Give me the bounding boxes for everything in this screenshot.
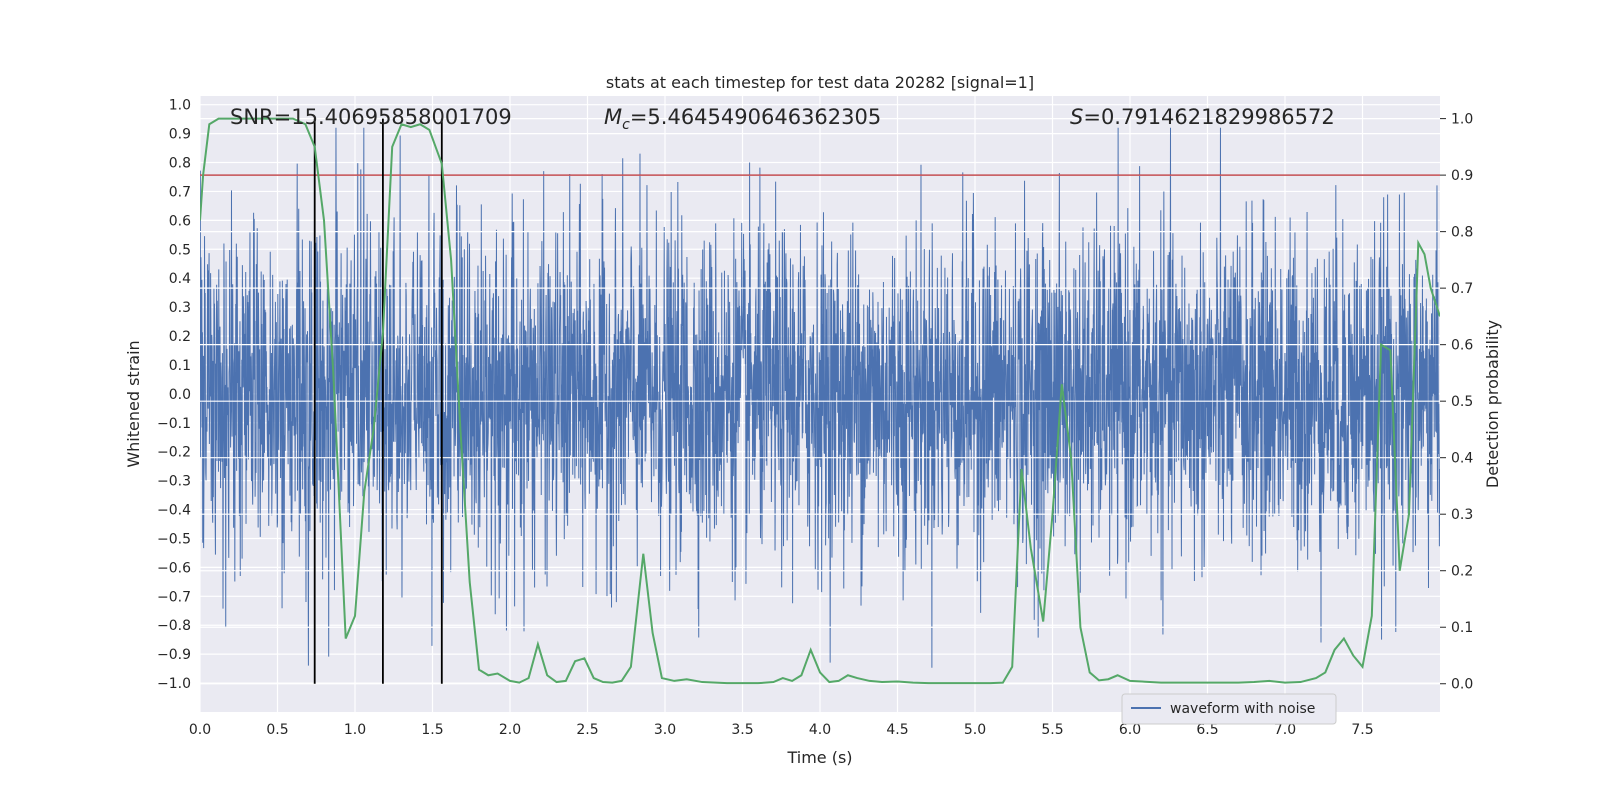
legend-label: waveform with noise xyxy=(1170,701,1315,717)
chirp-mass-symbol: M xyxy=(604,105,622,129)
x-tick-label: 0.5 xyxy=(266,722,288,738)
left-tick-label: −0.5 xyxy=(157,531,191,547)
right-axis-label: Detection probability xyxy=(1483,320,1502,488)
right-tick-label: 0.9 xyxy=(1451,168,1473,184)
left-tick-label: 0.2 xyxy=(169,329,191,345)
x-tick-label: 4.0 xyxy=(809,722,831,738)
left-tick-label: 0.7 xyxy=(169,184,191,200)
right-tick-label: 0.0 xyxy=(1451,677,1473,693)
x-tick-label: 0.0 xyxy=(189,722,211,738)
x-tick-label: 2.5 xyxy=(576,722,598,738)
legend-box xyxy=(1121,693,1337,725)
right-tick-label: 0.1 xyxy=(1451,620,1473,636)
x-tick-label: 4.5 xyxy=(886,722,908,738)
x-tick-label: 6.5 xyxy=(1196,722,1218,738)
right-tick-label: 1.0 xyxy=(1451,112,1473,128)
waveform-series xyxy=(200,127,1440,668)
chirp-mass-annotation: Mc=5.4645490646362305 xyxy=(604,105,881,133)
right-tick-label: 0.8 xyxy=(1451,225,1473,241)
left-axis-ticks: 1.0 0.9 0.8 0.7 0.6 0.5 0.4 0.3 0.2 0.1 0.0 −0.1 −0.… xyxy=(157,98,191,692)
left-tick-label: −1.0 xyxy=(157,676,191,692)
s-value: =0.7914621829986572 xyxy=(1083,105,1334,129)
chirp-mass-subscript: c xyxy=(622,117,630,133)
vertical-markers xyxy=(313,118,443,684)
left-tick-label: −0.4 xyxy=(157,503,191,519)
right-axis-ticks: 1.0 0.9 0.8 0.7 0.6 0.5 0.4 0.3 0.2 0.1 0.0 xyxy=(1440,112,1473,693)
x-tick-label: 3.5 xyxy=(731,722,753,738)
left-tick-label: 0.6 xyxy=(169,213,191,229)
legend: waveform with noise xyxy=(1121,693,1337,725)
left-tick-label: 0.0 xyxy=(169,387,191,403)
right-tick-label: 0.7 xyxy=(1451,281,1473,297)
left-tick-label: 0.3 xyxy=(169,300,191,316)
x-tick-label: 6.0 xyxy=(1119,722,1141,738)
left-tick-label: −0.3 xyxy=(157,474,191,490)
left-tick-label: 0.4 xyxy=(169,271,191,287)
left-tick-label: 1.0 xyxy=(169,98,191,114)
x-tick-label: 1.0 xyxy=(344,722,366,738)
left-tick-label: 0.1 xyxy=(169,358,191,374)
left-tick-label: −0.6 xyxy=(157,560,191,576)
left-tick-label: −0.9 xyxy=(157,647,191,663)
x-tick-label: 5.5 xyxy=(1041,722,1063,738)
right-tick-label: 0.4 xyxy=(1451,451,1473,467)
chirp-mass-value: =5.4645490646362305 xyxy=(630,105,881,129)
left-tick-label: −0.8 xyxy=(157,618,191,634)
left-tick-label: −0.1 xyxy=(157,416,191,432)
plot-title: stats at each timestep for test data 202… xyxy=(606,73,1034,92)
right-axis-grid-lines xyxy=(200,118,1440,685)
left-tick-label: 0.9 xyxy=(169,127,191,143)
detection-probability-series xyxy=(200,117,1440,685)
left-tick-label: 0.8 xyxy=(169,156,191,172)
x-axis-label: Time (s) xyxy=(786,748,852,767)
x-tick-label: 3.0 xyxy=(654,722,676,738)
s-annotation: S=0.7914621829986572 xyxy=(1070,105,1335,129)
left-tick-label: −0.2 xyxy=(157,445,191,461)
left-tick-label: 0.5 xyxy=(169,242,191,258)
left-tick-label: −0.7 xyxy=(157,589,191,605)
x-tick-label: 2.0 xyxy=(499,722,521,738)
x-tick-label: 7.5 xyxy=(1351,722,1373,738)
x-axis-ticks: 0.0 0.5 1.0 1.5 2.0 2.5 3.0 3.5 4.0 4.5 5.0 5.5 6.0 6… xyxy=(189,722,1374,738)
right-tick-label: 0.5 xyxy=(1451,394,1473,410)
s-symbol: S xyxy=(1070,105,1083,129)
x-tick-label: 1.5 xyxy=(421,722,443,738)
right-tick-label: 0.6 xyxy=(1451,338,1473,354)
right-tick-label: 0.2 xyxy=(1451,564,1473,580)
x-tick-label: 7.0 xyxy=(1274,722,1296,738)
x-tick-label: 5.0 xyxy=(964,722,986,738)
snr-annotation: SNR=15.40695858001709 xyxy=(230,105,512,129)
right-tick-label: 0.3 xyxy=(1451,507,1473,523)
left-axis-label: Whitened strain xyxy=(124,340,143,467)
